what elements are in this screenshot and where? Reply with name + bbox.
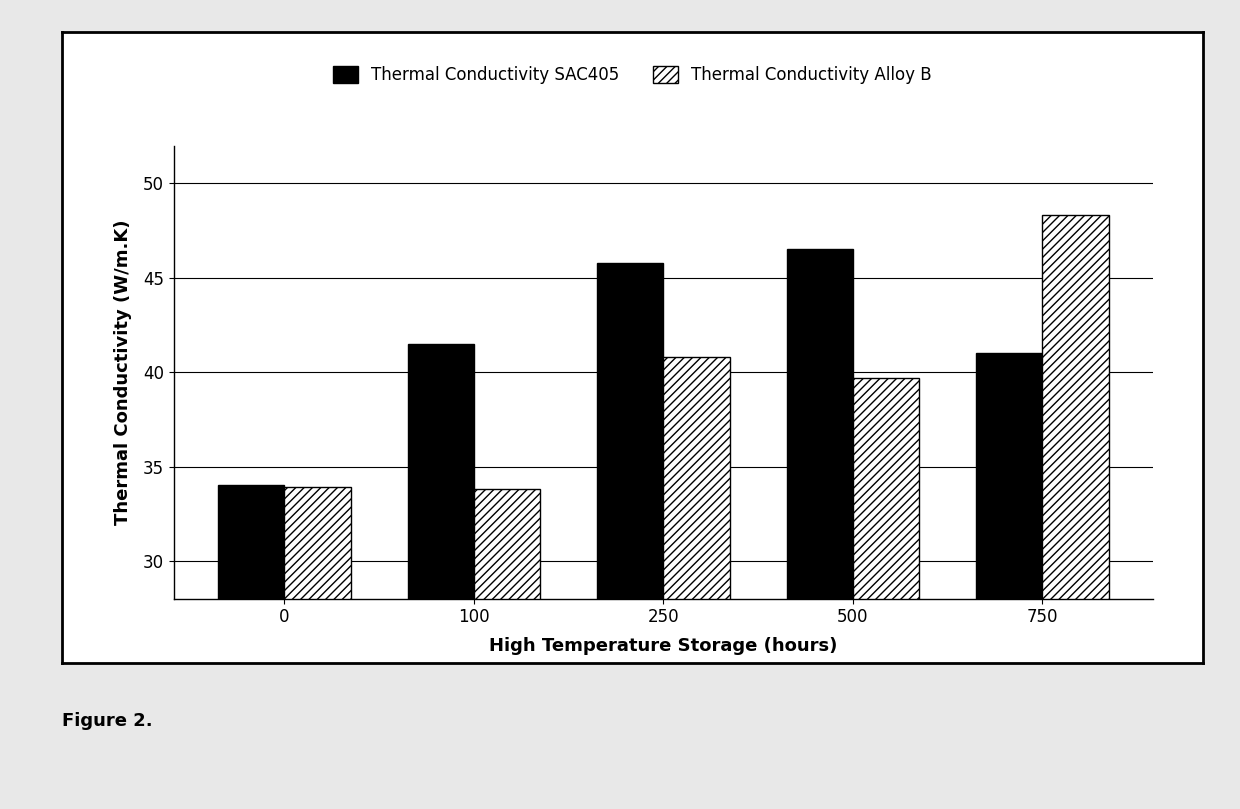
Bar: [663, 357, 729, 809]
Bar: [1043, 215, 1109, 809]
Bar: [408, 344, 474, 809]
Bar: [218, 485, 284, 809]
Text: Figure 2.: Figure 2.: [62, 712, 153, 730]
Bar: [853, 378, 919, 809]
Y-axis label: Thermal Conductivity (W/m.K): Thermal Conductivity (W/m.K): [114, 219, 131, 525]
Bar: [284, 487, 351, 809]
Bar: [474, 489, 541, 809]
Legend: Thermal Conductivity SAC405, Thermal Conductivity Alloy B: Thermal Conductivity SAC405, Thermal Con…: [326, 60, 939, 91]
Bar: [976, 354, 1043, 809]
Bar: [786, 249, 853, 809]
Bar: [598, 263, 663, 809]
X-axis label: High Temperature Storage (hours): High Temperature Storage (hours): [490, 637, 837, 655]
